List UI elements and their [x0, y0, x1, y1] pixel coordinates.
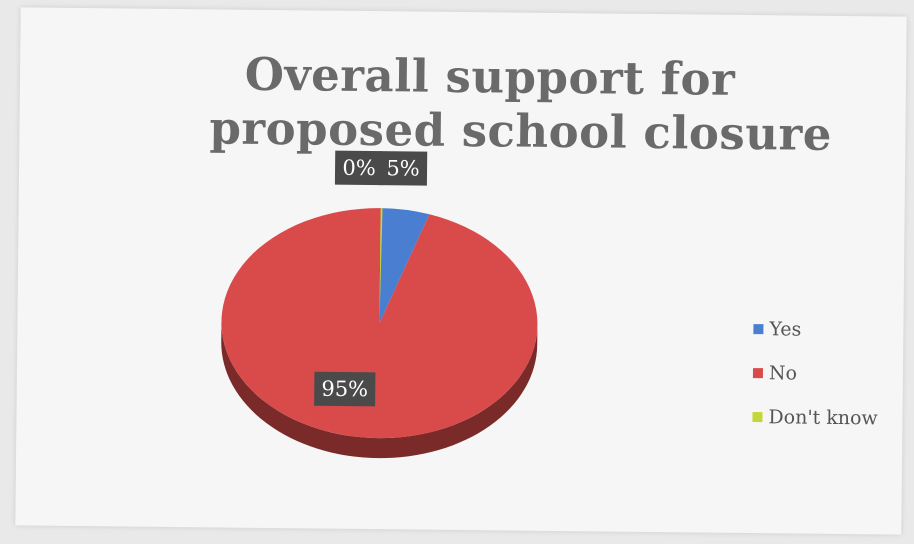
legend-item-no: No	[752, 351, 879, 396]
legend-swatch-no	[752, 368, 763, 379]
slide-sheet: Overall support for proposed school clos…	[15, 7, 907, 535]
legend-item-dont-know: Don't know	[752, 395, 878, 440]
legend-swatch-dont-know	[752, 412, 763, 423]
legend-item-yes: Yes	[753, 307, 879, 352]
data-label-text-yes: 5%	[386, 156, 420, 180]
data-label-box-don-t-know	[334, 150, 384, 186]
pie-side	[221, 321, 538, 459]
data-label-don-t-know: 0%	[334, 150, 384, 186]
data-labels: 5% 95% 0%	[314, 150, 428, 407]
pie-chart: 5% 95% 0%	[221, 150, 538, 459]
pie-layer	[221, 208, 538, 459]
legend-label-dont-know: Don't know	[768, 406, 878, 430]
data-label-text-don-t-know: 0%	[342, 156, 376, 180]
legend-swatch-yes	[753, 324, 764, 335]
data-label-yes: 5%	[378, 151, 428, 186]
pie-slice-don-t-know	[379, 208, 383, 324]
legend: Yes No Don't know	[752, 307, 879, 440]
pie-slice-yes	[379, 208, 430, 324]
data-label-box-no	[314, 371, 376, 407]
legend-label-no: No	[768, 362, 798, 385]
data-label-no: 95%	[314, 371, 376, 407]
data-label-text-no: 95%	[321, 377, 368, 401]
pie-slice-no	[221, 208, 538, 439]
legend-label-yes: Yes	[769, 318, 802, 341]
data-label-box-yes	[378, 151, 428, 186]
